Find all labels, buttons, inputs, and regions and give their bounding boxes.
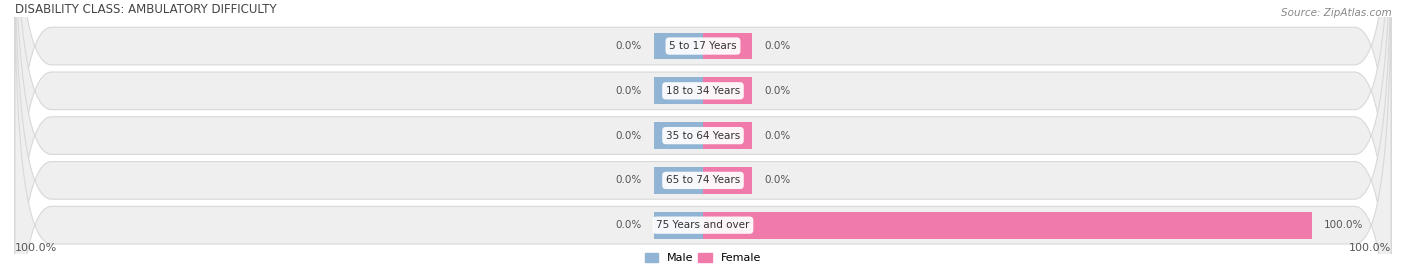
Text: 0.0%: 0.0%	[616, 131, 643, 141]
FancyBboxPatch shape	[15, 0, 1391, 268]
Text: 0.0%: 0.0%	[616, 175, 643, 185]
Bar	[654, 212, 703, 239]
FancyBboxPatch shape	[15, 0, 1391, 268]
FancyBboxPatch shape	[15, 0, 1391, 268]
Bar	[654, 77, 703, 104]
Bar	[703, 77, 752, 104]
Text: 65 to 74 Years: 65 to 74 Years	[666, 175, 740, 185]
Text: 100.0%: 100.0%	[1324, 220, 1364, 230]
Bar	[703, 212, 1312, 239]
Bar	[654, 122, 703, 149]
FancyBboxPatch shape	[15, 0, 1391, 268]
Bar	[703, 33, 752, 59]
Text: 0.0%: 0.0%	[616, 220, 643, 230]
Text: 100.0%: 100.0%	[15, 243, 58, 253]
Text: 0.0%: 0.0%	[763, 41, 790, 51]
Text: Source: ZipAtlas.com: Source: ZipAtlas.com	[1281, 8, 1392, 18]
Text: 35 to 64 Years: 35 to 64 Years	[666, 131, 740, 141]
Text: 100.0%: 100.0%	[1348, 243, 1391, 253]
Text: 0.0%: 0.0%	[763, 86, 790, 96]
FancyBboxPatch shape	[15, 0, 1391, 268]
Text: 75 Years and over: 75 Years and over	[657, 220, 749, 230]
Text: 5 to 17 Years: 5 to 17 Years	[669, 41, 737, 51]
Bar	[703, 122, 752, 149]
Bar	[654, 167, 703, 194]
Text: 0.0%: 0.0%	[616, 86, 643, 96]
Text: DISABILITY CLASS: AMBULATORY DIFFICULTY: DISABILITY CLASS: AMBULATORY DIFFICULTY	[15, 3, 277, 16]
Bar	[654, 33, 703, 59]
Text: 0.0%: 0.0%	[763, 131, 790, 141]
Text: 0.0%: 0.0%	[616, 41, 643, 51]
Text: 18 to 34 Years: 18 to 34 Years	[666, 86, 740, 96]
Bar	[703, 167, 752, 194]
Text: 0.0%: 0.0%	[763, 175, 790, 185]
Legend: Male, Female: Male, Female	[641, 248, 765, 268]
